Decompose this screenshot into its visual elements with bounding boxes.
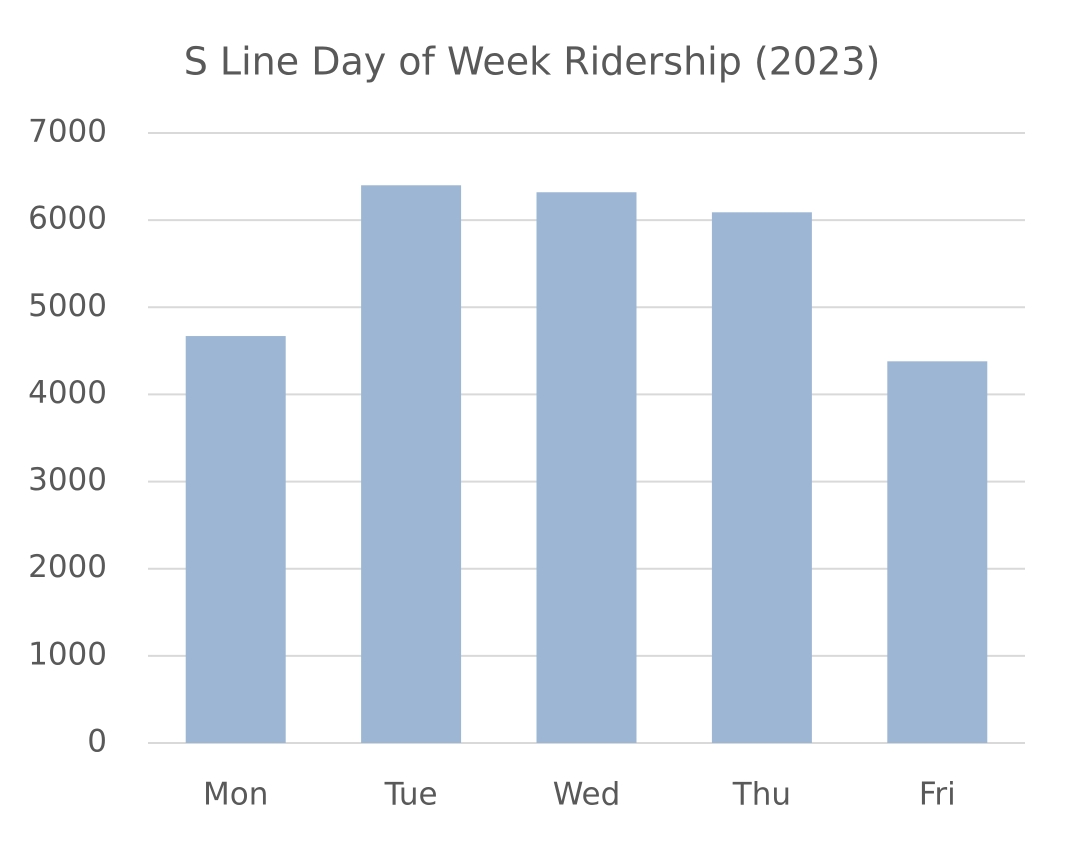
- y-tick-label: 4000: [28, 375, 107, 411]
- y-tick-label: 6000: [28, 201, 107, 237]
- x-tick-label: Wed: [553, 777, 621, 813]
- y-tick-label: 0: [87, 724, 107, 760]
- y-tick-label: 7000: [28, 114, 107, 150]
- x-tick-label: Mon: [203, 777, 268, 813]
- chart-title: S Line Day of Week Ridership (2023): [184, 40, 881, 84]
- bar: [711, 212, 812, 744]
- x-tick-label: Fri: [919, 777, 956, 813]
- y-tick-label: 3000: [28, 462, 107, 498]
- y-tick-label: 2000: [28, 549, 107, 585]
- bar: [361, 185, 462, 744]
- bar: [536, 192, 637, 743]
- y-tick-label: 5000: [28, 288, 107, 324]
- bar: [887, 361, 988, 743]
- x-tick-label: Tue: [384, 777, 438, 813]
- x-tick-label: Thu: [732, 777, 791, 813]
- bar: [185, 336, 286, 743]
- y-tick-label: 1000: [28, 636, 107, 672]
